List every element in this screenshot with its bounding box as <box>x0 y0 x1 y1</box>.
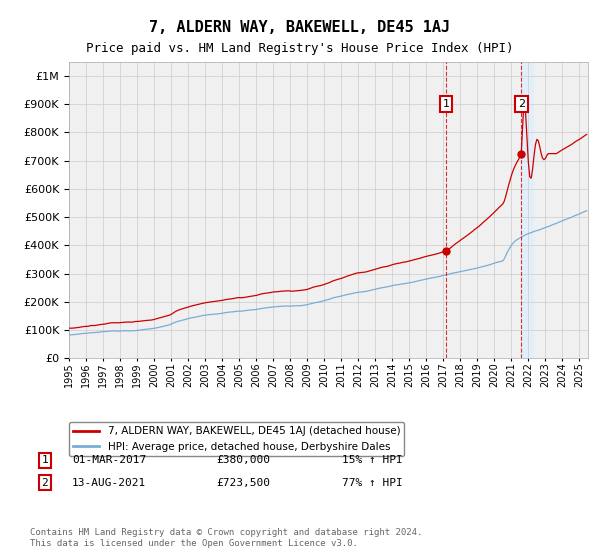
Text: 77% ↑ HPI: 77% ↑ HPI <box>342 478 403 488</box>
Text: 01-MAR-2017: 01-MAR-2017 <box>72 455 146 465</box>
Legend: 7, ALDERN WAY, BAKEWELL, DE45 1AJ (detached house), HPI: Average price, detached: 7, ALDERN WAY, BAKEWELL, DE45 1AJ (detac… <box>69 422 404 456</box>
Text: 2: 2 <box>41 478 49 488</box>
Text: 7, ALDERN WAY, BAKEWELL, DE45 1AJ: 7, ALDERN WAY, BAKEWELL, DE45 1AJ <box>149 20 451 35</box>
Text: 2: 2 <box>518 99 525 109</box>
Text: 15% ↑ HPI: 15% ↑ HPI <box>342 455 403 465</box>
Text: Contains HM Land Registry data © Crown copyright and database right 2024.
This d: Contains HM Land Registry data © Crown c… <box>30 528 422 548</box>
Text: 1: 1 <box>41 455 49 465</box>
Text: 13-AUG-2021: 13-AUG-2021 <box>72 478 146 488</box>
Text: 1: 1 <box>443 99 450 109</box>
Bar <box>521 62 533 358</box>
Text: £723,500: £723,500 <box>216 478 270 488</box>
Text: £380,000: £380,000 <box>216 455 270 465</box>
Text: Price paid vs. HM Land Registry's House Price Index (HPI): Price paid vs. HM Land Registry's House … <box>86 42 514 55</box>
